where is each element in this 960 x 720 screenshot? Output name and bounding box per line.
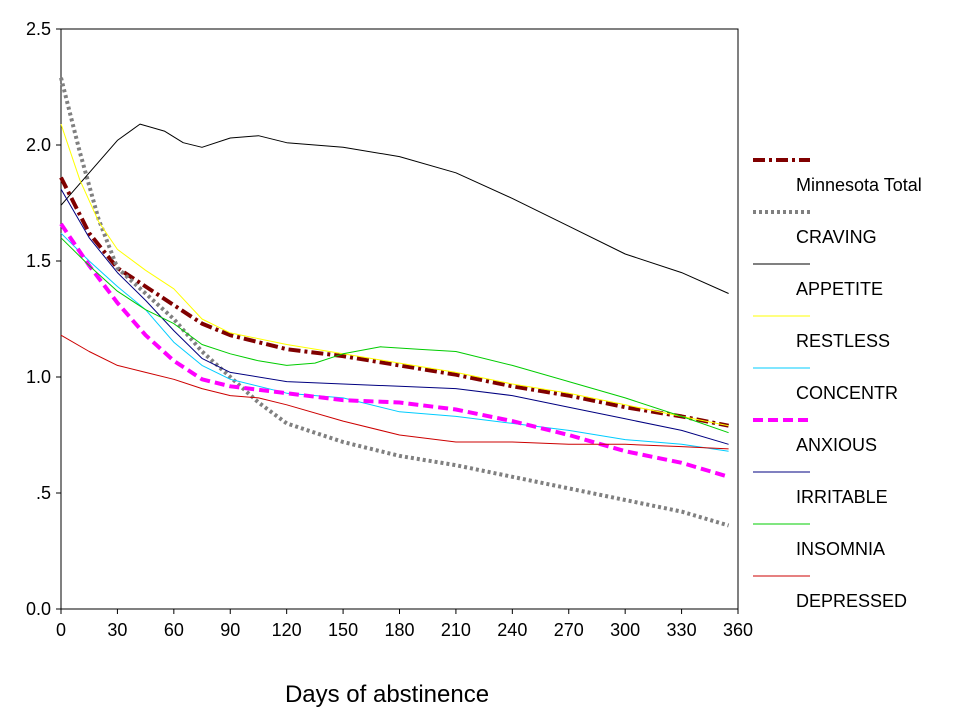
x-tick-label: 120 xyxy=(272,620,302,640)
series-line-minnesota-total xyxy=(59,176,729,428)
y-tick-label: 1.0 xyxy=(26,367,51,387)
series-line-depressed xyxy=(60,334,729,450)
legend-label: APPETITE xyxy=(796,279,883,299)
plot-area xyxy=(60,28,739,610)
series-line-restless xyxy=(60,123,729,427)
series-line-irritable xyxy=(60,188,729,445)
legend-label: INSOMNIA xyxy=(796,539,885,559)
x-tick-label: 180 xyxy=(384,620,414,640)
x-tick-label: 330 xyxy=(667,620,697,640)
legend-label: ANXIOUS xyxy=(796,435,877,455)
x-axis: 0 30 60 90 120 150 180 210 240 270 300 330 360 xyxy=(56,609,753,640)
y-tick-label: .5 xyxy=(36,483,51,503)
x-tick-label: 270 xyxy=(554,620,584,640)
legend-label: Minnesota Total xyxy=(796,175,922,195)
legend: Minnesota Total CRAVING APPETITE RESTLESS CO… xyxy=(753,158,922,611)
x-tick-label: 90 xyxy=(220,620,240,640)
x-tick-label: 60 xyxy=(164,620,184,640)
y-tick-label: 2.5 xyxy=(26,19,51,39)
y-tick-label: 2.0 xyxy=(26,135,51,155)
legend-label: CONCENTR xyxy=(796,383,898,403)
legend-label: RESTLESS xyxy=(796,331,890,351)
x-tick-label: 0 xyxy=(56,620,66,640)
legend-label: CRAVING xyxy=(796,227,877,247)
legend-label: IRRITABLE xyxy=(796,487,888,507)
y-tick-label: 0.0 xyxy=(26,599,51,619)
series-line-insomnia xyxy=(60,237,729,434)
x-tick-label: 300 xyxy=(610,620,640,640)
series-layer xyxy=(59,77,730,528)
x-tick-label: 210 xyxy=(441,620,471,640)
x-tick-label: 360 xyxy=(723,620,753,640)
x-axis-title: Days of abstinence xyxy=(285,681,489,708)
legend-label: DEPRESSED xyxy=(796,591,907,611)
x-tick-label: 240 xyxy=(497,620,527,640)
y-axis: 0.0 .5 1.0 1.5 2.0 2.5 xyxy=(26,19,61,619)
x-tick-label: 30 xyxy=(107,620,127,640)
y-tick-label: 1.5 xyxy=(26,251,51,271)
x-tick-label: 150 xyxy=(328,620,358,640)
series-line-concentr xyxy=(60,232,729,452)
series-line-appetite xyxy=(60,123,729,294)
series-line-craving xyxy=(59,77,730,528)
